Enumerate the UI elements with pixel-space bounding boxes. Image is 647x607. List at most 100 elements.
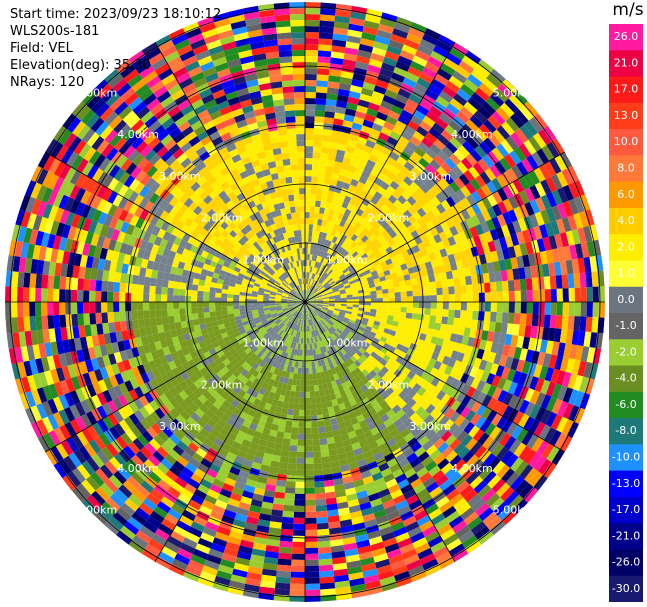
velocity-gate xyxy=(344,312,352,317)
velocity-gate xyxy=(305,433,313,440)
velocity-gate xyxy=(290,577,305,584)
velocity-gate xyxy=(404,125,417,136)
velocity-gate xyxy=(325,287,332,292)
velocity-gate xyxy=(319,438,328,446)
velocity-gate xyxy=(327,190,335,198)
velocity-gate xyxy=(498,333,507,345)
velocity-gate xyxy=(310,397,316,404)
velocity-gate xyxy=(425,110,439,123)
velocity-gate xyxy=(316,262,321,269)
velocity-gate xyxy=(331,172,340,181)
velocity-gate xyxy=(567,373,578,390)
velocity-gate xyxy=(316,182,324,190)
velocity-gate xyxy=(471,190,482,203)
velocity-gate xyxy=(318,231,324,239)
velocity-gate xyxy=(538,164,551,180)
velocity-gate xyxy=(455,403,466,415)
velocity-gate xyxy=(453,93,468,107)
velocity-gate xyxy=(305,373,310,380)
velocity-gate xyxy=(557,342,566,357)
velocity-gate xyxy=(453,342,462,353)
velocity-gate xyxy=(357,269,364,275)
velocity-gate xyxy=(507,381,518,395)
velocity-gate xyxy=(307,242,312,249)
velocity-gate xyxy=(316,528,330,536)
velocity-gate xyxy=(312,146,322,153)
velocity-gate xyxy=(316,188,323,196)
velocity-gate xyxy=(327,320,333,327)
velocity-gate xyxy=(305,577,320,584)
velocity-gate xyxy=(540,209,551,225)
velocity-gate xyxy=(309,218,314,225)
velocity-gate xyxy=(320,288,326,293)
velocity-gate xyxy=(493,239,502,251)
velocity-gate xyxy=(424,334,433,343)
velocity-gate xyxy=(149,317,157,327)
velocity-gate xyxy=(333,266,339,273)
velocity-gate xyxy=(331,264,338,271)
velocity-gate xyxy=(328,69,342,77)
velocity-gate xyxy=(383,176,394,186)
velocity-gate xyxy=(215,306,222,312)
velocity-gate xyxy=(317,314,323,319)
velocity-gate xyxy=(523,449,537,465)
velocity-gate xyxy=(449,137,462,150)
velocity-gate xyxy=(314,481,325,488)
velocity-gate xyxy=(512,370,522,384)
velocity-gate xyxy=(400,296,407,302)
velocity-gate xyxy=(529,199,541,214)
velocity-gate xyxy=(447,253,456,264)
velocity-gate xyxy=(298,427,305,434)
velocity-gate xyxy=(107,281,115,292)
velocity-gate xyxy=(394,120,407,131)
velocity-gate xyxy=(571,330,580,346)
velocity-gate xyxy=(382,293,389,298)
velocity-gate xyxy=(324,284,331,289)
velocity-gate xyxy=(320,311,326,316)
velocity-gate xyxy=(428,274,436,283)
velocity-gate xyxy=(419,361,428,371)
velocity-gate xyxy=(568,405,580,422)
velocity-gate xyxy=(465,217,475,229)
velocity-gate xyxy=(361,227,370,236)
velocity-gate xyxy=(449,225,459,237)
velocity-gate xyxy=(209,311,217,317)
velocity-gate xyxy=(376,233,385,242)
velocity-gate xyxy=(459,343,468,354)
velocity-gate xyxy=(421,380,431,391)
velocity-gate xyxy=(397,55,413,67)
velocity-gate xyxy=(386,185,396,195)
velocity-gate xyxy=(322,232,328,240)
velocity-gate xyxy=(516,161,529,176)
velocity-gate xyxy=(461,123,475,137)
velocity-gate xyxy=(380,229,389,238)
velocity-gate xyxy=(589,256,598,272)
velocity-gate xyxy=(402,227,411,237)
velocity-gate xyxy=(185,283,193,291)
velocity-gate xyxy=(315,194,322,202)
velocity-gate xyxy=(549,314,557,329)
velocity-gate xyxy=(371,182,381,192)
velocity-gate xyxy=(445,324,454,334)
velocity-gate xyxy=(343,270,351,276)
velocity-gate xyxy=(312,288,317,294)
velocity-gate xyxy=(345,310,352,315)
velocity-gate xyxy=(392,336,401,344)
velocity-gate xyxy=(542,462,557,479)
velocity-gate xyxy=(416,104,430,116)
velocity-gate xyxy=(506,222,517,236)
velocity-gate xyxy=(385,115,398,126)
velocity-gate xyxy=(339,311,346,315)
velocity-gate xyxy=(347,29,363,38)
velocity-gate xyxy=(523,101,539,117)
velocity-gate xyxy=(336,225,344,233)
velocity-gate xyxy=(528,419,541,434)
velocity-gate xyxy=(305,379,310,386)
velocity-gate xyxy=(429,185,441,197)
velocity-gate xyxy=(360,242,368,250)
velocity-gate xyxy=(501,312,509,324)
velocity-gate xyxy=(398,280,406,287)
velocity-gate xyxy=(83,290,90,302)
velocity-gate xyxy=(549,275,557,290)
velocity-gate xyxy=(565,230,575,246)
